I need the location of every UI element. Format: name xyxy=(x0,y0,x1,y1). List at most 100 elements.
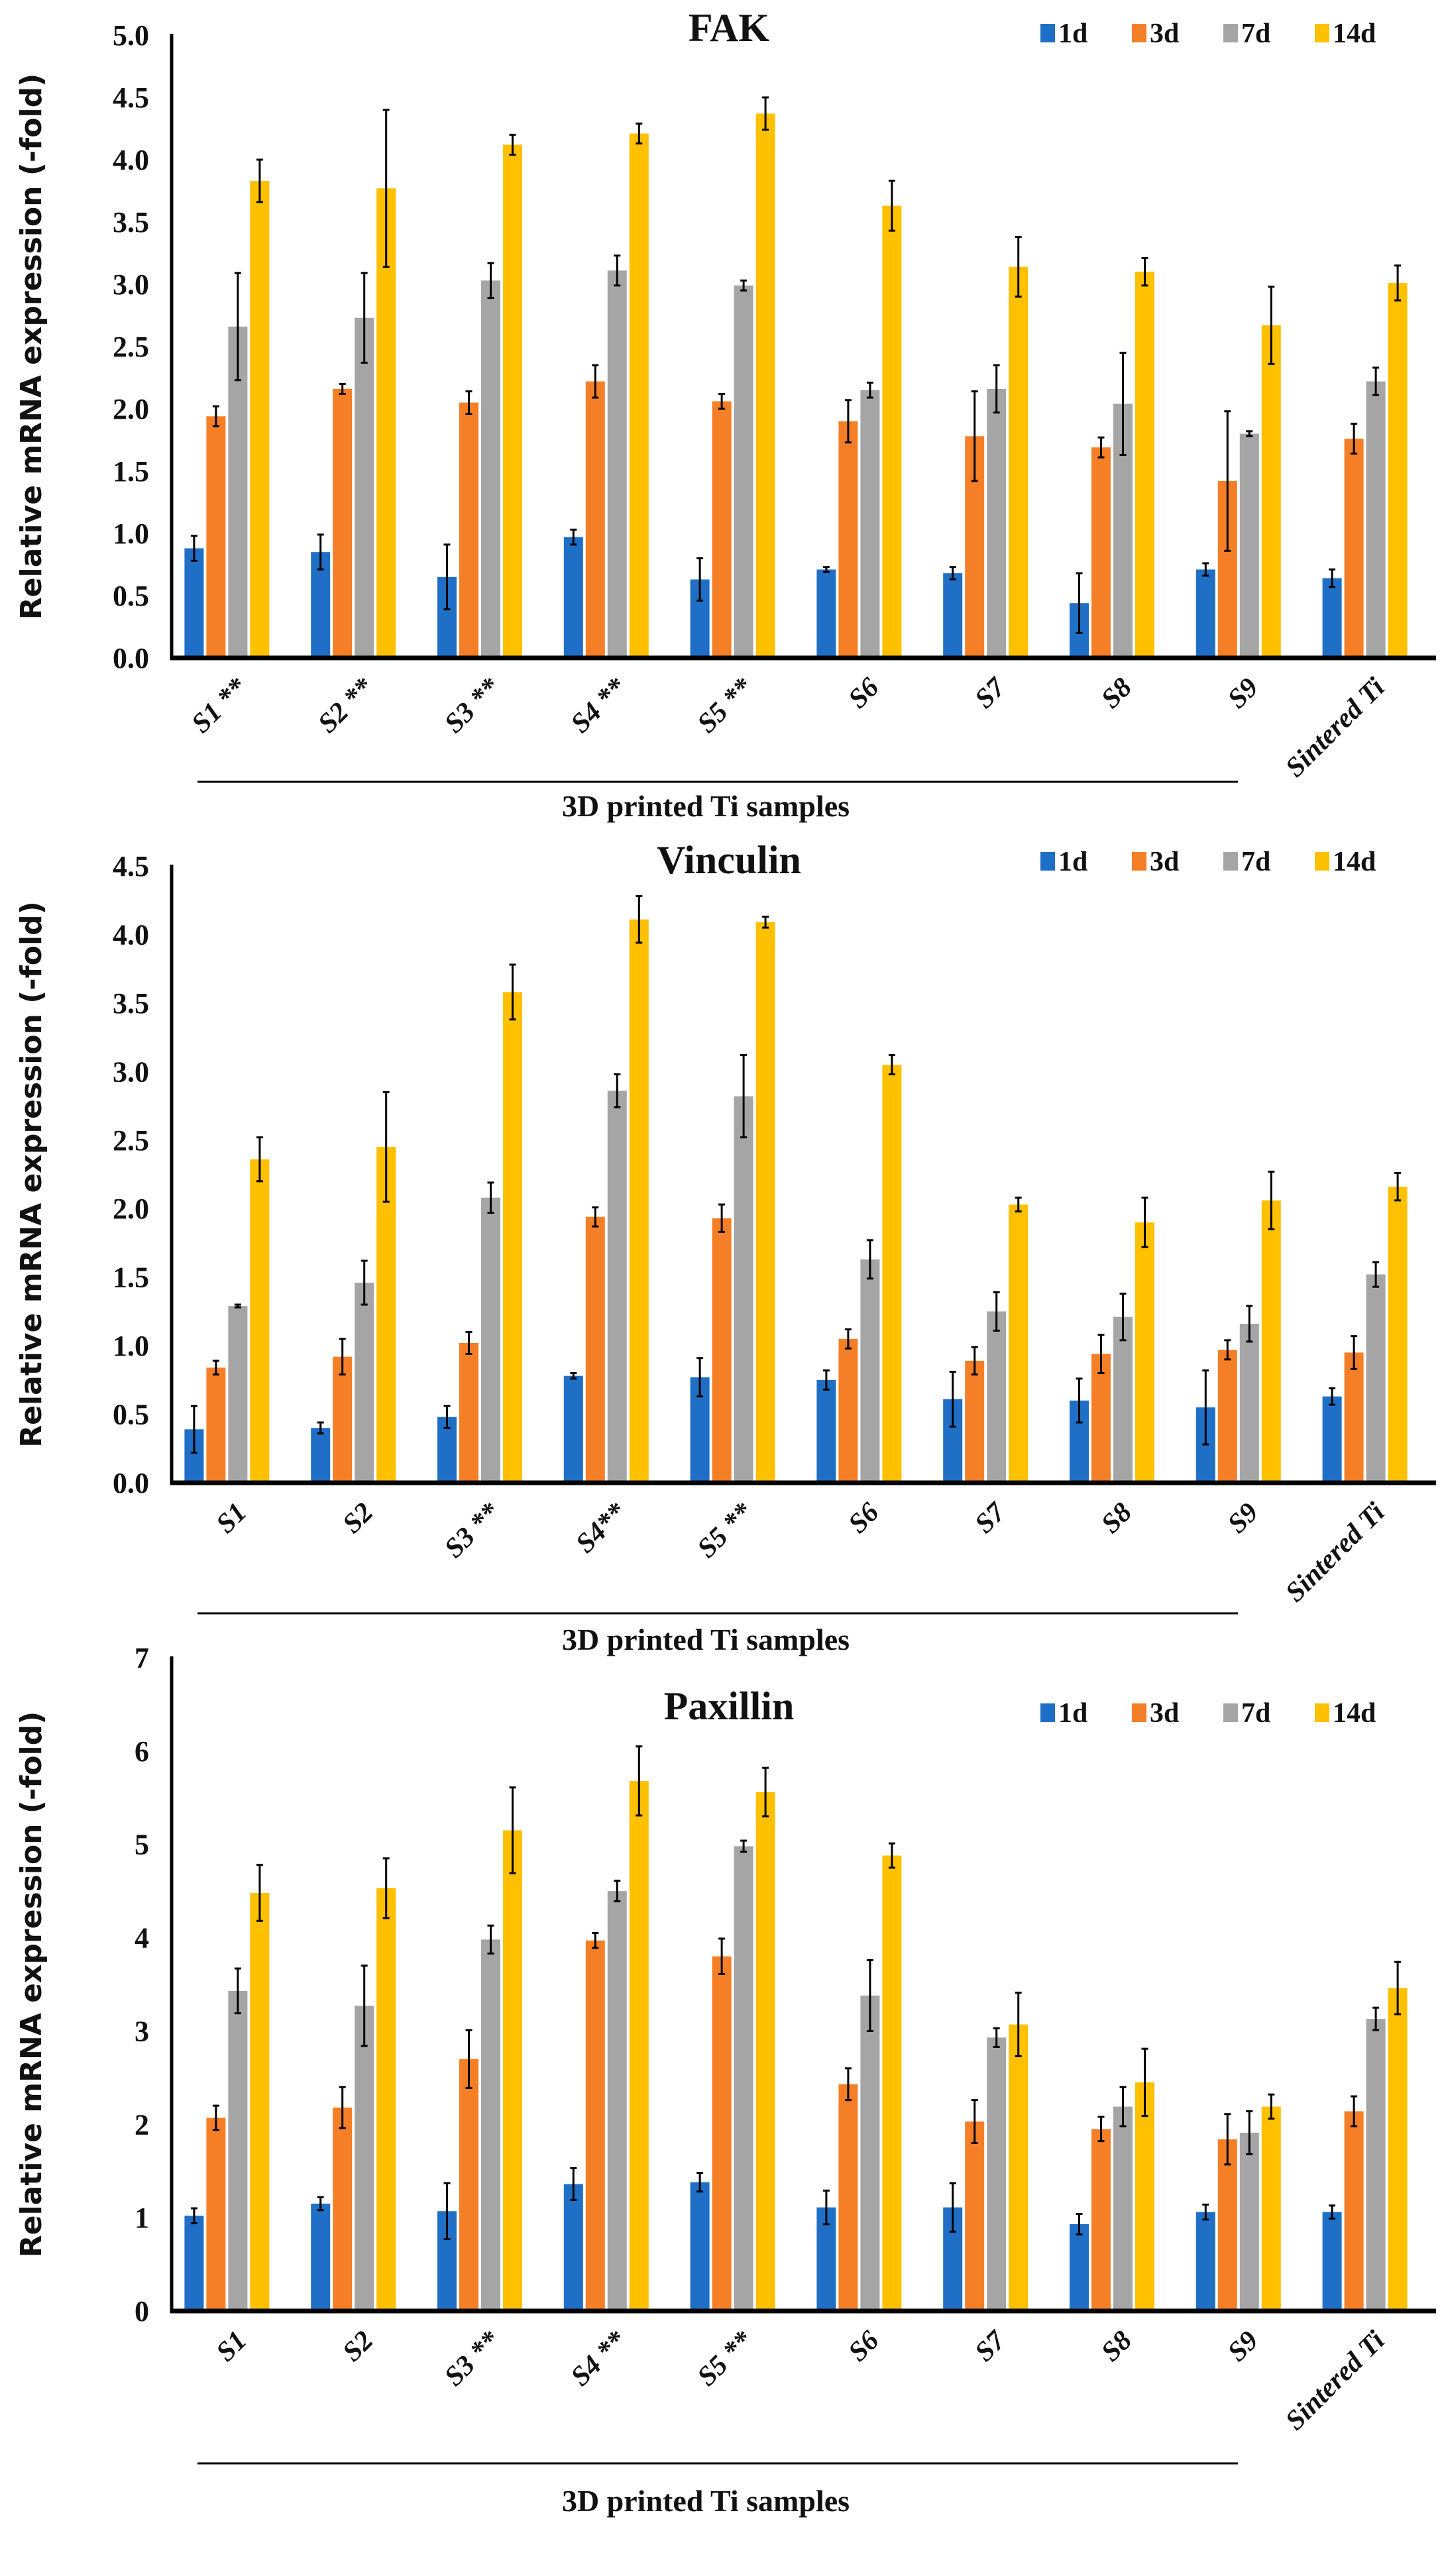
bar-3d xyxy=(459,402,478,658)
bar-1d xyxy=(311,1428,331,1483)
legend-label-14d: 14d xyxy=(1333,1698,1376,1729)
bar-7d xyxy=(860,1995,880,2311)
bar-14d xyxy=(629,133,649,658)
chart-title: FAK xyxy=(689,6,770,50)
category-label: S7 xyxy=(969,671,1012,714)
bar-7d xyxy=(607,1891,627,2311)
category-label: S7 xyxy=(969,2324,1012,2367)
bar-14d xyxy=(503,992,522,1483)
bar-1d xyxy=(1322,2212,1342,2311)
y-tick-label: 1.0 xyxy=(113,517,149,550)
legend-swatch-1d xyxy=(1040,852,1055,871)
bar-3d xyxy=(965,2121,985,2311)
category-label: Sintered Ti xyxy=(1280,672,1391,783)
bar-3d xyxy=(459,2059,478,2311)
bar-7d xyxy=(1366,381,1386,658)
bar-7d xyxy=(987,2037,1007,2311)
bar-3d xyxy=(1091,2129,1111,2311)
bar-7d xyxy=(860,390,880,658)
bar-3d xyxy=(712,1956,732,2311)
bar-14d xyxy=(882,1855,902,2311)
bar-14d xyxy=(1135,1222,1154,1483)
bar-3d xyxy=(838,2084,858,2311)
bar-14d xyxy=(1388,283,1408,658)
y-tick-label: 5 xyxy=(135,1829,149,1861)
bar-3d xyxy=(1091,447,1111,658)
legend-swatch-7d xyxy=(1223,852,1238,871)
legend-label-14d: 14d xyxy=(1333,19,1376,49)
y-tick-label: 3.0 xyxy=(113,268,149,301)
category-label: S3 ** xyxy=(439,672,506,739)
bar-7d xyxy=(1113,2106,1133,2311)
bar-3d xyxy=(206,2118,226,2311)
category-label: S5 ** xyxy=(692,1497,759,1564)
category-label: S6 xyxy=(843,1497,885,1540)
category-label: S4** xyxy=(570,1497,632,1559)
bar-14d xyxy=(1261,2106,1281,2311)
category-label: S4 ** xyxy=(565,672,633,739)
category-label: S2 ** xyxy=(312,672,380,739)
bar-7d xyxy=(228,1306,248,1483)
bar-7d xyxy=(734,1096,753,1483)
legend-label-3d: 3d xyxy=(1150,847,1179,877)
bar-7d xyxy=(1239,433,1259,658)
category-label: S2 xyxy=(337,2326,379,2368)
y-tick-label: 0.5 xyxy=(113,580,149,612)
bar-3d xyxy=(585,1216,605,1483)
bar-14d xyxy=(882,205,902,658)
legend-label-1d: 1d xyxy=(1058,1698,1087,1729)
legend-swatch-1d xyxy=(1040,24,1055,42)
y-tick-label: 7 xyxy=(135,1642,149,1674)
bar-14d xyxy=(629,1780,649,2311)
bar-3d xyxy=(206,1368,226,1483)
bar-3d xyxy=(459,1342,478,1483)
legend-label-1d: 1d xyxy=(1058,847,1087,877)
bar-3d xyxy=(333,1356,353,1483)
category-label: S5 ** xyxy=(692,2325,759,2392)
group-label: 3D printed Ti samples xyxy=(562,789,850,823)
y-axis-label: Relative mRNA expression (-fold) xyxy=(15,74,48,619)
bar-1d xyxy=(816,1379,836,1483)
category-label: S8 xyxy=(1095,672,1138,715)
category-label: S3 ** xyxy=(439,1497,506,1564)
bar-7d xyxy=(860,1259,880,1483)
bar-14d xyxy=(1388,1187,1408,1483)
bar-14d xyxy=(755,922,775,1483)
bar-1d xyxy=(563,1375,583,1483)
bar-14d xyxy=(755,1792,775,2311)
y-tick-label: 3.0 xyxy=(113,1055,149,1088)
category-label: Sintered Ti xyxy=(1280,1497,1391,1608)
legend-swatch-7d xyxy=(1223,24,1238,42)
legend-label-14d: 14d xyxy=(1333,847,1376,877)
y-tick-label: 2.5 xyxy=(113,1124,149,1157)
y-tick-label: 4 xyxy=(135,1922,149,1955)
bar-1d xyxy=(563,537,583,658)
y-tick-label: 0 xyxy=(135,2295,149,2328)
legend-swatch-3d xyxy=(1132,24,1146,42)
bar-14d xyxy=(1009,2024,1028,2311)
y-tick-label: 1.0 xyxy=(113,1330,149,1362)
legend-swatch-14d xyxy=(1315,24,1329,42)
bar-7d xyxy=(607,1091,627,1483)
bar-14d xyxy=(1135,272,1154,658)
bar-1d xyxy=(311,2204,331,2311)
bar-14d xyxy=(250,180,270,659)
bar-7d xyxy=(607,270,627,658)
category-label: S1 xyxy=(211,1497,253,1540)
legend-label-7d: 7d xyxy=(1241,19,1270,49)
bar-3d xyxy=(333,388,353,658)
bar-7d xyxy=(355,317,374,658)
paxillin-chart: Paxillin Relative mRNA expression (-fold)… xyxy=(15,1642,1436,2518)
category-label: S6 xyxy=(843,2326,885,2368)
bar-14d xyxy=(755,113,775,658)
bar-1d xyxy=(1195,2212,1215,2311)
category-label: S7 xyxy=(969,1496,1012,1539)
bar-14d xyxy=(629,919,649,1483)
bar-14d xyxy=(882,1064,902,1483)
bar-14d xyxy=(1009,1205,1028,1483)
y-tick-label: 2 xyxy=(135,2108,149,2141)
legend-swatch-14d xyxy=(1315,1703,1329,1722)
bar-1d xyxy=(690,2182,710,2311)
y-tick-label: 5.0 xyxy=(113,19,149,52)
category-label: S3 ** xyxy=(439,2325,506,2392)
